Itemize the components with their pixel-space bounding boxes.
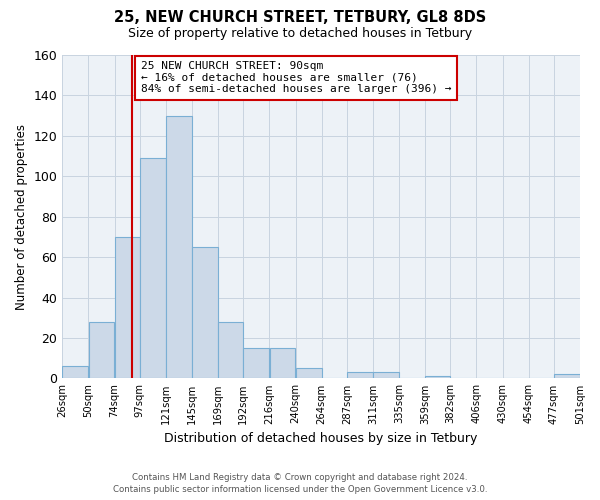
Bar <box>192 247 218 378</box>
Y-axis label: Number of detached properties: Number of detached properties <box>15 124 28 310</box>
Text: 25, NEW CHURCH STREET, TETBURY, GL8 8DS: 25, NEW CHURCH STREET, TETBURY, GL8 8DS <box>114 10 486 25</box>
Bar <box>373 372 399 378</box>
Text: 25 NEW CHURCH STREET: 90sqm
← 16% of detached houses are smaller (76)
84% of sem: 25 NEW CHURCH STREET: 90sqm ← 16% of det… <box>141 61 451 94</box>
Bar <box>425 376 450 378</box>
X-axis label: Distribution of detached houses by size in Tetbury: Distribution of detached houses by size … <box>164 432 478 445</box>
Bar <box>347 372 373 378</box>
Bar <box>140 158 166 378</box>
Bar <box>115 237 140 378</box>
Bar <box>166 116 192 378</box>
Bar <box>218 322 243 378</box>
Bar <box>244 348 269 378</box>
Text: Size of property relative to detached houses in Tetbury: Size of property relative to detached ho… <box>128 28 472 40</box>
Bar <box>554 374 580 378</box>
Bar <box>269 348 295 378</box>
Bar <box>89 322 115 378</box>
Text: Contains HM Land Registry data © Crown copyright and database right 2024.
Contai: Contains HM Land Registry data © Crown c… <box>113 472 487 494</box>
Bar <box>296 368 322 378</box>
Bar <box>62 366 88 378</box>
